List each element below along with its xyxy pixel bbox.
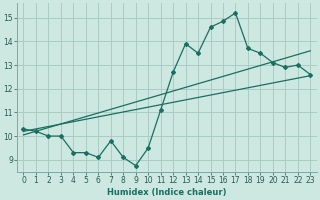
X-axis label: Humidex (Indice chaleur): Humidex (Indice chaleur) xyxy=(107,188,227,197)
